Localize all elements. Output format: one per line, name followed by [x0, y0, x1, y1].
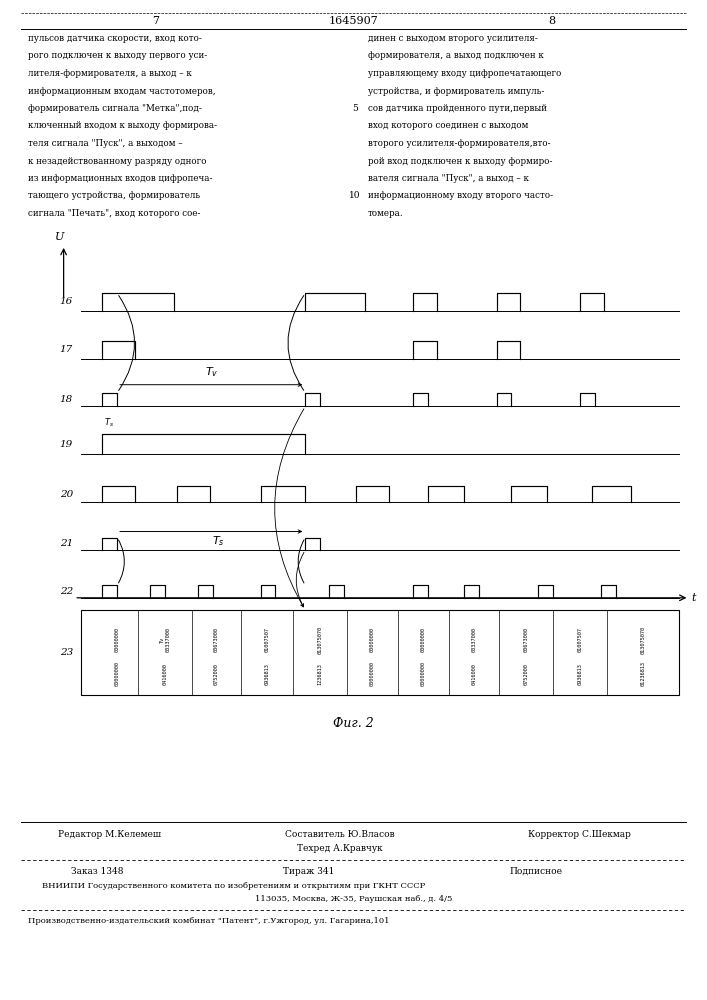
Text: Редактор М.Келемеш: Редактор М.Келемеш	[58, 830, 161, 839]
Text: 01236813: 01236813	[641, 661, 645, 686]
Text: Корректор С.Шекмар: Корректор С.Шекмар	[528, 830, 631, 839]
Text: вход которого соединен с выходом: вход которого соединен с выходом	[368, 121, 528, 130]
Text: 20: 20	[59, 490, 73, 499]
Text: 8: 8	[548, 15, 555, 25]
Text: 113035, Москва, Ж-35, Раушская наб., д. 4/5: 113035, Москва, Ж-35, Раушская наб., д. …	[255, 895, 452, 903]
Text: 18: 18	[59, 395, 73, 404]
Text: вателя сигнала "Пуск", а выход – к: вателя сигнала "Пуск", а выход – к	[368, 174, 529, 183]
Text: 00000000: 00000000	[115, 661, 119, 686]
Text: информационным входам частотомеров,: информационным входам частотомеров,	[28, 87, 216, 96]
Text: 00337000: 00337000	[472, 627, 477, 652]
Text: 00000000: 00000000	[370, 661, 375, 686]
Text: 013075070: 013075070	[317, 626, 323, 654]
Text: 23: 23	[59, 648, 73, 657]
Text: $T_s$: $T_s$	[103, 416, 114, 429]
Text: управляющему входу цифропечатающего: управляющему входу цифропечатающего	[368, 69, 561, 78]
Text: лителя-формирователя, а выход – к: лителя-формирователя, а выход – к	[28, 69, 192, 78]
Text: 00000000: 00000000	[115, 627, 119, 652]
Text: Составитель Ю.Власов: Составитель Ю.Власов	[284, 830, 395, 839]
Text: 21: 21	[59, 539, 73, 548]
Text: 00673000: 00673000	[214, 627, 219, 652]
Text: 01007507: 01007507	[578, 627, 583, 652]
Text: Производственно-издательский комбинат "Патент", г.Ужгород, ул. Гагарина,101: Производственно-издательский комбинат "П…	[28, 917, 390, 925]
Text: $T_v$: $T_v$	[204, 365, 218, 379]
Text: динен с выходом второго усилителя-: динен с выходом второго усилителя-	[368, 34, 537, 43]
Text: Тираж 341: Тираж 341	[283, 867, 334, 876]
Text: 0752000: 0752000	[524, 663, 529, 685]
Text: t: t	[691, 593, 696, 603]
Text: 00000000: 00000000	[370, 627, 375, 652]
Text: из информационных входов цифропеча-: из информационных входов цифропеча-	[28, 174, 213, 183]
Text: пульсов датчика скорости, вход кото-: пульсов датчика скорости, вход кото-	[28, 34, 202, 43]
Text: 16: 16	[59, 297, 73, 306]
Text: 1645907: 1645907	[329, 15, 378, 25]
Text: 013075070: 013075070	[641, 626, 645, 654]
Text: 5: 5	[352, 104, 358, 113]
Text: ключенный входом к выходу формирова-: ключенный входом к выходу формирова-	[28, 121, 218, 130]
Text: устройства, и формирователь импуль-: устройства, и формирователь импуль-	[368, 87, 544, 96]
Text: рого подключен к выходу первого уси-: рого подключен к выходу первого уси-	[28, 51, 208, 60]
Text: 00000000: 00000000	[421, 627, 426, 652]
Text: 17: 17	[59, 345, 73, 354]
Text: 0936813: 0936813	[578, 663, 583, 685]
Text: 0416000: 0416000	[163, 663, 168, 685]
Text: 1236813: 1236813	[317, 663, 323, 685]
Text: Фиг. 2: Фиг. 2	[333, 717, 374, 730]
Text: 0752000: 0752000	[214, 663, 219, 685]
Text: 0936813: 0936813	[265, 663, 270, 685]
Text: ВНИИПИ Государственного комитета по изобретениям и открытиям при ГКНТ СССР: ВНИИПИ Государственного комитета по изоб…	[42, 882, 426, 890]
Text: 22: 22	[59, 587, 73, 596]
Text: формирователя, а выход подключен к: формирователя, а выход подключен к	[368, 51, 544, 60]
Text: информационному входу второго часто-: информационному входу второго часто-	[368, 192, 553, 200]
Text: теля сигнала "Пуск", а выходом –: теля сигнала "Пуск", а выходом –	[28, 139, 183, 148]
Text: к незадействованному разряду одного: к незадействованному разряду одного	[28, 157, 206, 166]
Text: 10: 10	[349, 192, 361, 200]
Text: сов датчика пройденного пути,первый: сов датчика пройденного пути,первый	[368, 104, 547, 113]
Text: сигнала "Печать", вход которого сое-: сигнала "Печать", вход которого сое-	[28, 209, 201, 218]
Text: томера.: томера.	[368, 209, 403, 218]
Text: 00673000: 00673000	[524, 627, 529, 652]
Text: тающего устройства, формирователь: тающего устройства, формирователь	[28, 192, 200, 200]
Text: 7: 7	[152, 15, 159, 25]
Text: 01007507: 01007507	[265, 627, 270, 652]
Text: 0416000: 0416000	[472, 663, 477, 685]
Text: Заказ 1348: Заказ 1348	[71, 867, 123, 876]
Text: U: U	[55, 232, 65, 242]
Bar	[81, 610, 679, 695]
Text: 00000000: 00000000	[421, 661, 426, 686]
Text: формирователь сигнала "Метка",под-: формирователь сигнала "Метка",под-	[28, 104, 202, 113]
Text: Tv
00337000: Tv 00337000	[160, 627, 170, 652]
Text: $T_s$: $T_s$	[212, 535, 225, 548]
Text: Техред А.Кравчук: Техред А.Кравчук	[296, 844, 382, 853]
Text: рой вход подключен к выходу формиро-: рой вход подключен к выходу формиро-	[368, 157, 552, 166]
Text: второго усилителя-формирователя,вто-: второго усилителя-формирователя,вто-	[368, 139, 550, 148]
Text: 19: 19	[59, 440, 73, 449]
Text: Подписное: Подписное	[509, 867, 562, 876]
